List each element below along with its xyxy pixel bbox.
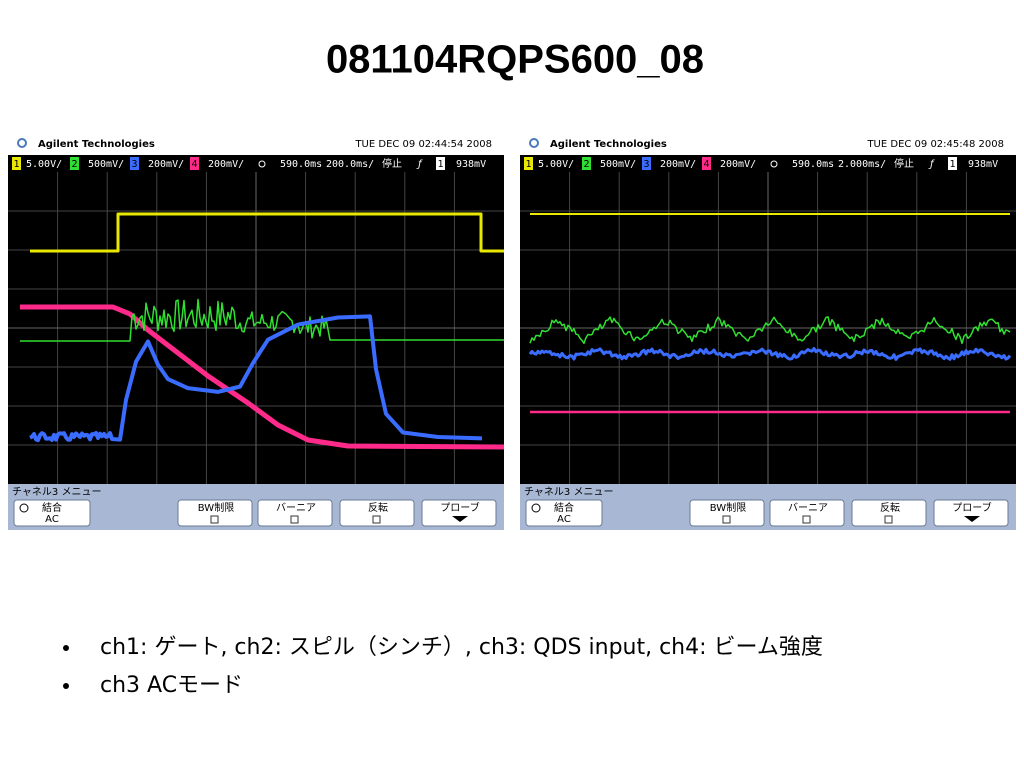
arrow-icon: [964, 516, 980, 522]
menu-button: [769, 499, 845, 527]
knob-icon: [531, 503, 541, 513]
brand: Agilent Technologies: [38, 139, 155, 150]
brand-logo: [17, 138, 27, 148]
trigger-icon: [770, 160, 778, 168]
scope-header: [520, 128, 1016, 155]
trigger-icon: [258, 160, 266, 168]
bullet-dot: [63, 683, 69, 689]
trace-ch3: [528, 347, 1012, 361]
menu-bar: [8, 484, 504, 530]
button-value: AC: [557, 514, 571, 525]
menu-button: [13, 499, 91, 527]
status-text: 5.00V/: [26, 159, 62, 170]
status-text: 3: [132, 159, 138, 170]
brand: Agilent Technologies: [550, 139, 667, 150]
menu-button: [689, 499, 765, 527]
checkbox: [722, 515, 731, 524]
status-text: 停止: [894, 157, 914, 170]
status-text: 4: [704, 159, 710, 170]
checkbox: [884, 515, 893, 524]
menu-title: チャネル3 メニュー: [12, 486, 101, 498]
scope-header: [8, 128, 504, 155]
channel-badge: [582, 157, 591, 170]
menu-button: [933, 499, 1009, 527]
channel-badge: [70, 157, 79, 170]
channel-badge: [524, 157, 533, 170]
menu-button: [257, 499, 333, 527]
button-label: バーニア: [788, 502, 828, 514]
channel-badge: [702, 157, 711, 170]
bullet-text: ch3 ACモード: [100, 673, 243, 698]
checkbox: [372, 515, 381, 524]
status-text: 200.0ms/: [326, 159, 374, 170]
button-label: 結合: [42, 501, 62, 514]
menu-button: [421, 499, 497, 527]
trace-ch2: [529, 316, 1011, 345]
status-text: 590.0ms: [792, 159, 834, 170]
button-label: プローブ: [440, 501, 479, 514]
trigger-slope: ƒ: [928, 159, 935, 170]
status-text: 590.0ms: [280, 159, 322, 170]
status-text: 938mV: [968, 159, 998, 170]
button-label: 反転: [368, 502, 388, 514]
checkbox: [210, 515, 219, 524]
status-text: 1: [438, 159, 444, 170]
status-text: 1: [950, 159, 956, 170]
status-text: 200mV/: [720, 159, 756, 170]
status-text: 938mV: [456, 159, 486, 170]
status-text: 5.00V/: [538, 159, 574, 170]
trace-ch4: [20, 304, 505, 450]
arrow-icon: [452, 516, 468, 522]
status-text: 2.000ms/: [838, 159, 886, 170]
channel-badge: [190, 157, 199, 170]
menu-button: [339, 499, 415, 527]
timestamp: TUE DEC 09 02:45:48 2008: [866, 139, 1004, 150]
status-text: 200mV/: [148, 159, 184, 170]
menu-bar: [520, 484, 1016, 530]
button-value: AC: [45, 514, 59, 525]
trigger-slope: ƒ: [416, 159, 423, 170]
button-label: 結合: [554, 501, 574, 514]
status-text: 1: [14, 159, 20, 170]
status-text: 2: [72, 159, 78, 170]
channel-badge: [436, 157, 445, 170]
channel-badge: [12, 157, 21, 170]
status-bar: [520, 155, 1016, 172]
button-label: バーニア: [276, 502, 316, 514]
checkbox: [802, 515, 811, 524]
slide-title: 081104RQPS600_08: [326, 38, 704, 82]
button-label: プローブ: [952, 501, 991, 514]
status-text: 停止: [382, 157, 402, 170]
button-label: BW制限: [710, 501, 746, 514]
trace-ch3: [29, 314, 483, 443]
trace-ch1: [30, 212, 504, 253]
checkbox: [290, 515, 299, 524]
status-text: 3: [644, 159, 650, 170]
knob-icon: [19, 503, 29, 513]
channel-badge: [642, 157, 651, 170]
menu-button: [177, 499, 253, 527]
status-text: 500mV/: [600, 159, 636, 170]
button-label: 反転: [880, 502, 900, 514]
bullet-text: ch1: ゲート, ch2: スピル（シンチ）, ch3: QDS input,…: [100, 635, 823, 660]
status-text: 200mV/: [208, 159, 244, 170]
timestamp: TUE DEC 09 02:44:54 2008: [354, 139, 492, 150]
oscilloscope: Agilent Technologies TUE DEC 09 02:44:54 …: [8, 128, 505, 530]
status-text: 500mV/: [88, 159, 124, 170]
button-label: BW制限: [198, 501, 234, 514]
menu-button: [525, 499, 603, 527]
status-bar: [8, 155, 504, 172]
channel-badge: [948, 157, 957, 170]
oscilloscope: Agilent Technologies TUE DEC 09 02:45:48 …: [520, 128, 1016, 530]
menu-title: チャネル3 メニュー: [524, 486, 613, 498]
status-text: 200mV/: [660, 159, 696, 170]
brand-logo: [529, 138, 539, 148]
menu-button: [851, 499, 927, 527]
status-text: 1: [526, 159, 532, 170]
bullet-dot: [63, 645, 69, 651]
status-text: 4: [192, 159, 198, 170]
channel-badge: [130, 157, 139, 170]
status-text: 2: [584, 159, 590, 170]
